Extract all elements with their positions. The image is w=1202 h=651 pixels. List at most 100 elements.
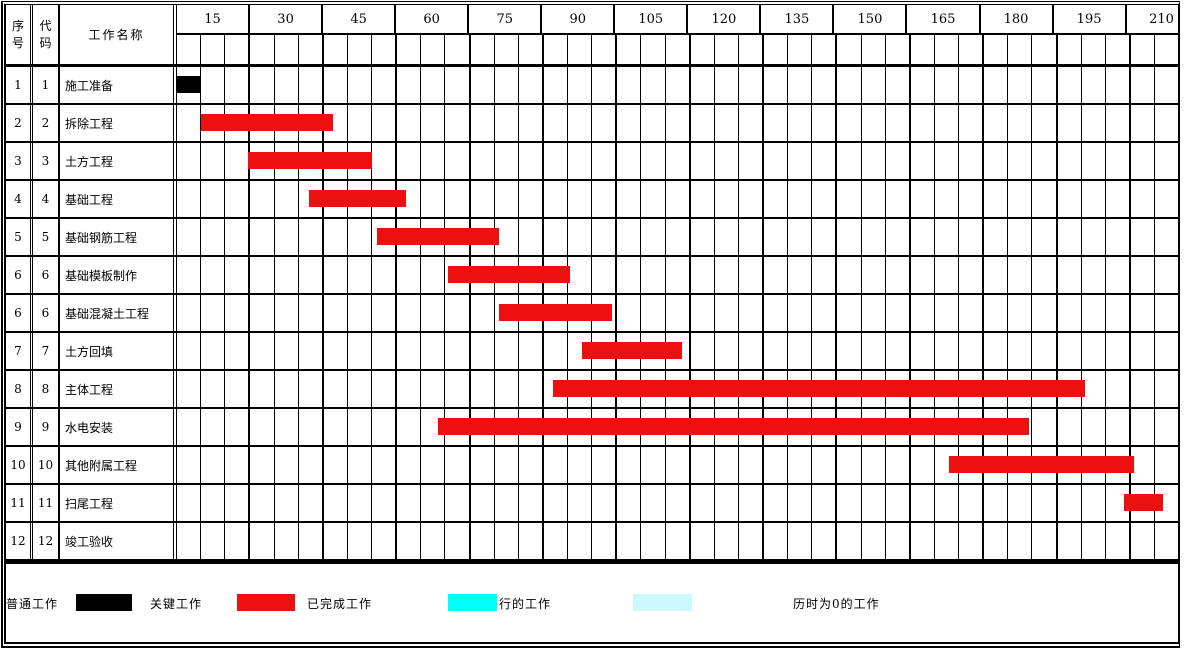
grid-cell xyxy=(715,105,739,141)
grid-cell xyxy=(886,143,911,179)
grid-cell xyxy=(764,257,789,293)
task-bar[interactable] xyxy=(201,114,334,131)
grid-cell xyxy=(837,143,862,179)
grid-cell xyxy=(568,447,593,483)
task-code: 4 xyxy=(33,181,60,217)
grid-cell xyxy=(1058,181,1082,217)
grid-cell xyxy=(886,523,911,559)
grid-cell xyxy=(1155,181,1178,217)
grid-cell xyxy=(324,333,348,369)
grid-cell xyxy=(348,409,372,445)
grid-cell xyxy=(1058,67,1082,103)
grid-cell xyxy=(691,333,715,369)
grid-cell xyxy=(886,257,911,293)
grid-cell xyxy=(886,485,911,521)
grid-cell xyxy=(1008,333,1033,369)
grid-cell xyxy=(1155,447,1178,483)
grid-cell xyxy=(421,35,446,64)
grid-cell xyxy=(421,181,446,217)
grid-cell xyxy=(1082,257,1106,293)
task-row: 11 11 扫尾工程 xyxy=(6,485,1178,523)
task-bar[interactable] xyxy=(438,418,1030,435)
task-row: 7 7 土方回填 xyxy=(6,333,1178,371)
grid-cell xyxy=(1082,371,1106,407)
task-timeline xyxy=(177,181,1178,217)
grid-cell xyxy=(519,485,544,521)
grid-cell xyxy=(739,219,764,255)
grid-cell xyxy=(324,67,348,103)
task-bar[interactable] xyxy=(308,190,407,207)
task-bar[interactable] xyxy=(499,304,612,321)
gantt-chart: 序号 代码 工作名称 15 30 45 60 75 90 105 120 135 150 165 18… xyxy=(1,1,1180,648)
table-grid: 序号 代码 工作名称 15 30 45 60 75 90 105 120 135 150 165 18… xyxy=(6,5,1178,561)
grid-cell xyxy=(495,485,519,521)
grid-cell xyxy=(1082,181,1106,217)
task-row: 5 5 基础钢筋工程 xyxy=(6,219,1178,257)
grid-cell xyxy=(1058,333,1082,369)
grid-cell xyxy=(984,257,1009,293)
grid-cell xyxy=(715,485,739,521)
grid-cell xyxy=(275,257,299,293)
grid-cell xyxy=(544,447,568,483)
grid-cell xyxy=(592,447,618,483)
grid-cell xyxy=(641,181,666,217)
grid-cell xyxy=(299,295,324,331)
grid-cell xyxy=(886,105,911,141)
grid-cell xyxy=(715,219,739,255)
grid-cell xyxy=(348,447,372,483)
grid-cell xyxy=(1058,409,1082,445)
grid-cell xyxy=(372,447,398,483)
grid-cell xyxy=(959,523,985,559)
task-bar[interactable] xyxy=(177,76,202,93)
task-row: 9 9 水电安装 xyxy=(6,409,1178,447)
grid-cell xyxy=(935,523,959,559)
grid-cell xyxy=(911,257,935,293)
grid-cell xyxy=(445,485,471,521)
task-bar[interactable] xyxy=(552,380,1086,397)
task-bar[interactable] xyxy=(247,152,373,169)
column-header-name: 工作名称 xyxy=(60,5,177,64)
grid-cell xyxy=(225,219,251,255)
grid-cell xyxy=(666,67,691,103)
timeline-tick-label: 210 xyxy=(1149,11,1174,27)
grid-cell xyxy=(201,333,226,369)
task-timeline xyxy=(177,219,1178,255)
column-header-name-label: 工作名称 xyxy=(88,28,145,42)
grid-cell xyxy=(324,485,348,521)
grid-cell xyxy=(471,143,495,179)
grid-cell xyxy=(812,333,838,369)
grid-cell xyxy=(592,257,618,293)
grid-cell xyxy=(275,35,299,64)
grid-cell xyxy=(324,409,348,445)
timeline-tick-label: 60 xyxy=(396,5,470,33)
grid-cell xyxy=(739,143,764,179)
grid-cell xyxy=(812,35,838,64)
task-bar[interactable] xyxy=(377,228,500,245)
completed-swatch xyxy=(237,594,295,611)
column-header-seq-label: 序号 xyxy=(11,18,24,50)
grid-cell xyxy=(617,447,642,483)
grid-cell xyxy=(641,485,666,521)
grid-cell xyxy=(421,295,446,331)
task-bar[interactable] xyxy=(582,342,683,359)
grid-cell xyxy=(641,143,666,179)
grid-cell xyxy=(935,143,959,179)
grid-cell xyxy=(299,409,324,445)
grid-cell xyxy=(1058,219,1082,255)
grid-cell xyxy=(250,219,275,255)
table-header: 序号 代码 工作名称 15 30 45 60 75 90 105 120 135 150 165 18… xyxy=(6,5,1178,67)
grid-cell xyxy=(837,447,862,483)
task-bar[interactable] xyxy=(448,266,571,283)
task-bar[interactable] xyxy=(948,456,1135,473)
grid-cell xyxy=(201,143,226,179)
grid-cell xyxy=(397,67,422,103)
grid-cell xyxy=(495,523,519,559)
grid-cell xyxy=(715,143,739,179)
grid-cell xyxy=(397,181,422,217)
task-name: 竣工验收 xyxy=(60,523,177,559)
task-rows: 1 1 施工准备 2 2 拆除工程 3 3 土方工程 4 4 基础工程 5 5 基础钢筋工程 6 6 基础模板制作… xyxy=(6,67,1178,561)
grid-cell xyxy=(299,35,324,64)
grid-cell xyxy=(568,35,593,64)
task-bar[interactable] xyxy=(1124,494,1164,511)
grid-cell xyxy=(812,105,838,141)
